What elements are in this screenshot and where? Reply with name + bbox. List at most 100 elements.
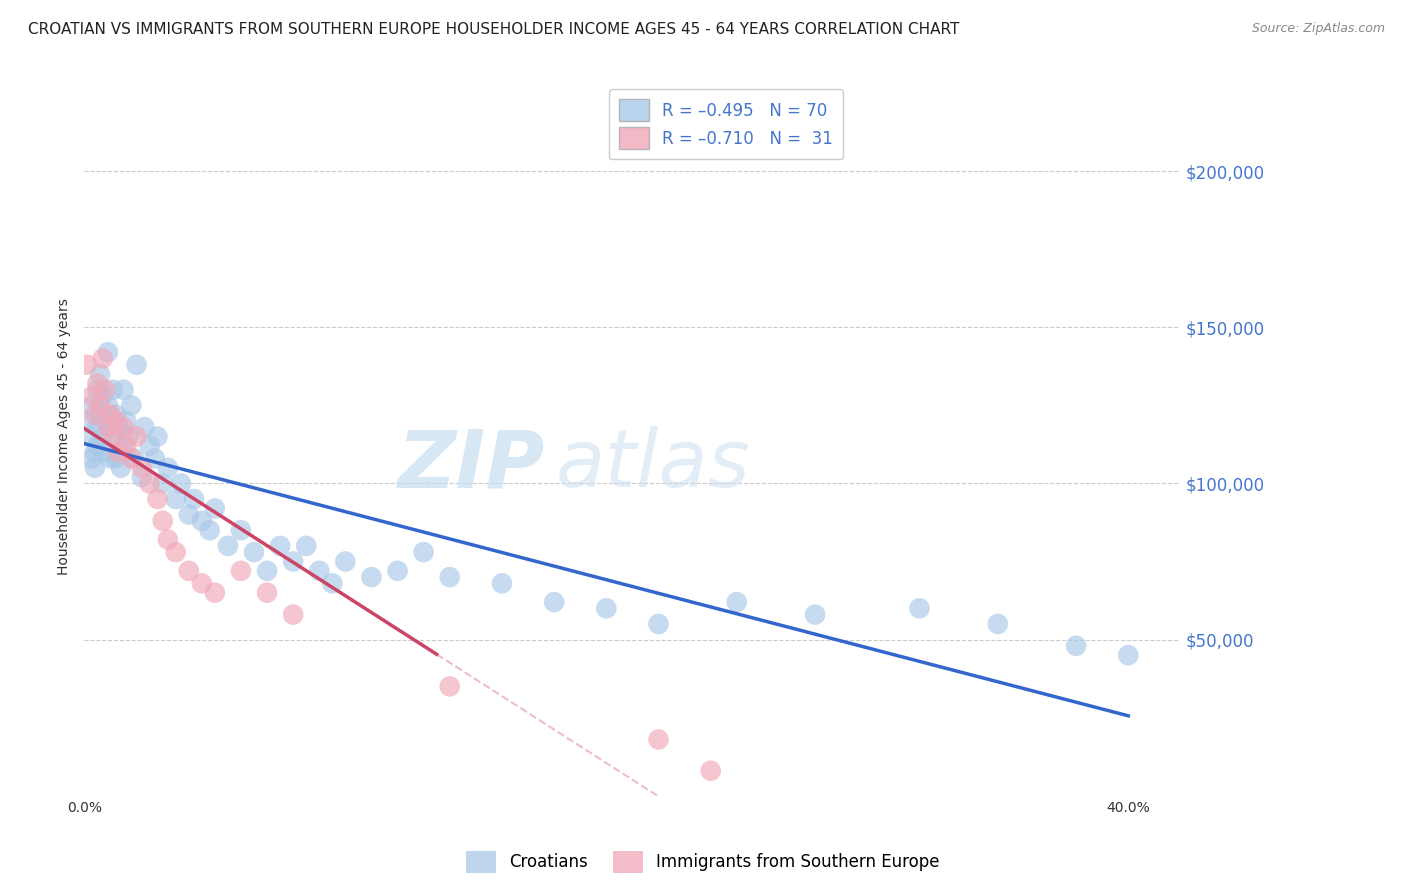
- Point: [101, 429, 124, 443]
- Point: [387, 564, 409, 578]
- Point: [335, 554, 357, 568]
- Point: [82, 451, 104, 466]
- Point: [125, 358, 148, 372]
- Legend: R = –0.495   N = 70, R = –0.710   N =  31: R = –0.495 N = 70, R = –0.710 N = 31: [609, 89, 844, 159]
- Text: ZIP: ZIP: [398, 426, 544, 504]
- Point: [177, 508, 200, 522]
- Point: [104, 414, 127, 428]
- Point: [112, 420, 135, 434]
- Point: [100, 408, 122, 422]
- Point: [104, 451, 127, 466]
- Point: [76, 358, 98, 372]
- Point: [191, 514, 214, 528]
- Point: [83, 408, 105, 422]
- Point: [204, 501, 226, 516]
- Point: [118, 429, 141, 443]
- Point: [107, 420, 129, 434]
- Point: [86, 420, 108, 434]
- Point: [83, 460, 105, 475]
- Point: [131, 460, 153, 475]
- Point: [321, 576, 343, 591]
- Point: [91, 389, 114, 403]
- Point: [143, 451, 166, 466]
- Point: [170, 476, 193, 491]
- Point: [269, 539, 291, 553]
- Point: [101, 429, 124, 443]
- Point: [104, 408, 127, 422]
- Point: [100, 451, 122, 466]
- Point: [165, 545, 187, 559]
- Point: [120, 398, 142, 412]
- Point: [360, 570, 382, 584]
- Point: [115, 439, 138, 453]
- Point: [91, 429, 114, 443]
- Point: [94, 445, 117, 459]
- Point: [256, 585, 278, 599]
- Point: [83, 445, 105, 459]
- Point: [165, 491, 187, 506]
- Point: [908, 601, 931, 615]
- Point: [86, 383, 108, 397]
- Point: [134, 420, 156, 434]
- Legend: Croatians, Immigrants from Southern Europe: Croatians, Immigrants from Southern Euro…: [460, 845, 946, 880]
- Point: [804, 607, 827, 622]
- Point: [97, 398, 120, 412]
- Point: [152, 476, 174, 491]
- Point: [191, 576, 214, 591]
- Point: [112, 439, 135, 453]
- Point: [89, 408, 111, 422]
- Point: [138, 476, 160, 491]
- Point: [198, 523, 221, 537]
- Point: [107, 445, 129, 459]
- Point: [543, 595, 565, 609]
- Point: [101, 383, 124, 397]
- Point: [138, 439, 160, 453]
- Point: [439, 570, 461, 584]
- Point: [82, 398, 104, 412]
- Point: [76, 414, 98, 428]
- Point: [177, 564, 200, 578]
- Point: [94, 414, 117, 428]
- Point: [131, 470, 153, 484]
- Point: [125, 429, 148, 443]
- Point: [89, 367, 111, 381]
- Point: [94, 383, 117, 397]
- Point: [122, 451, 145, 466]
- Point: [217, 539, 239, 553]
- Y-axis label: Householder Income Ages 45 - 64 years: Householder Income Ages 45 - 64 years: [58, 298, 72, 575]
- Point: [491, 576, 513, 591]
- Point: [100, 420, 122, 434]
- Point: [295, 539, 318, 553]
- Point: [283, 607, 305, 622]
- Point: [243, 545, 266, 559]
- Point: [229, 523, 252, 537]
- Point: [156, 460, 179, 475]
- Point: [647, 616, 669, 631]
- Point: [1064, 639, 1087, 653]
- Point: [112, 383, 135, 397]
- Point: [283, 554, 305, 568]
- Point: [204, 585, 226, 599]
- Point: [156, 533, 179, 547]
- Point: [308, 564, 330, 578]
- Point: [229, 564, 252, 578]
- Point: [110, 460, 132, 475]
- Point: [97, 420, 120, 434]
- Point: [146, 491, 169, 506]
- Point: [86, 376, 108, 391]
- Point: [595, 601, 617, 615]
- Point: [152, 514, 174, 528]
- Point: [412, 545, 434, 559]
- Text: CROATIAN VS IMMIGRANTS FROM SOUTHERN EUROPE HOUSEHOLDER INCOME AGES 45 - 64 YEAR: CROATIAN VS IMMIGRANTS FROM SOUTHERN EUR…: [28, 22, 959, 37]
- Point: [97, 345, 120, 359]
- Point: [89, 398, 111, 412]
- Point: [647, 732, 669, 747]
- Point: [82, 389, 104, 403]
- Point: [439, 680, 461, 694]
- Point: [115, 414, 138, 428]
- Point: [1116, 648, 1139, 662]
- Point: [146, 429, 169, 443]
- Point: [86, 439, 108, 453]
- Point: [256, 564, 278, 578]
- Point: [699, 764, 721, 778]
